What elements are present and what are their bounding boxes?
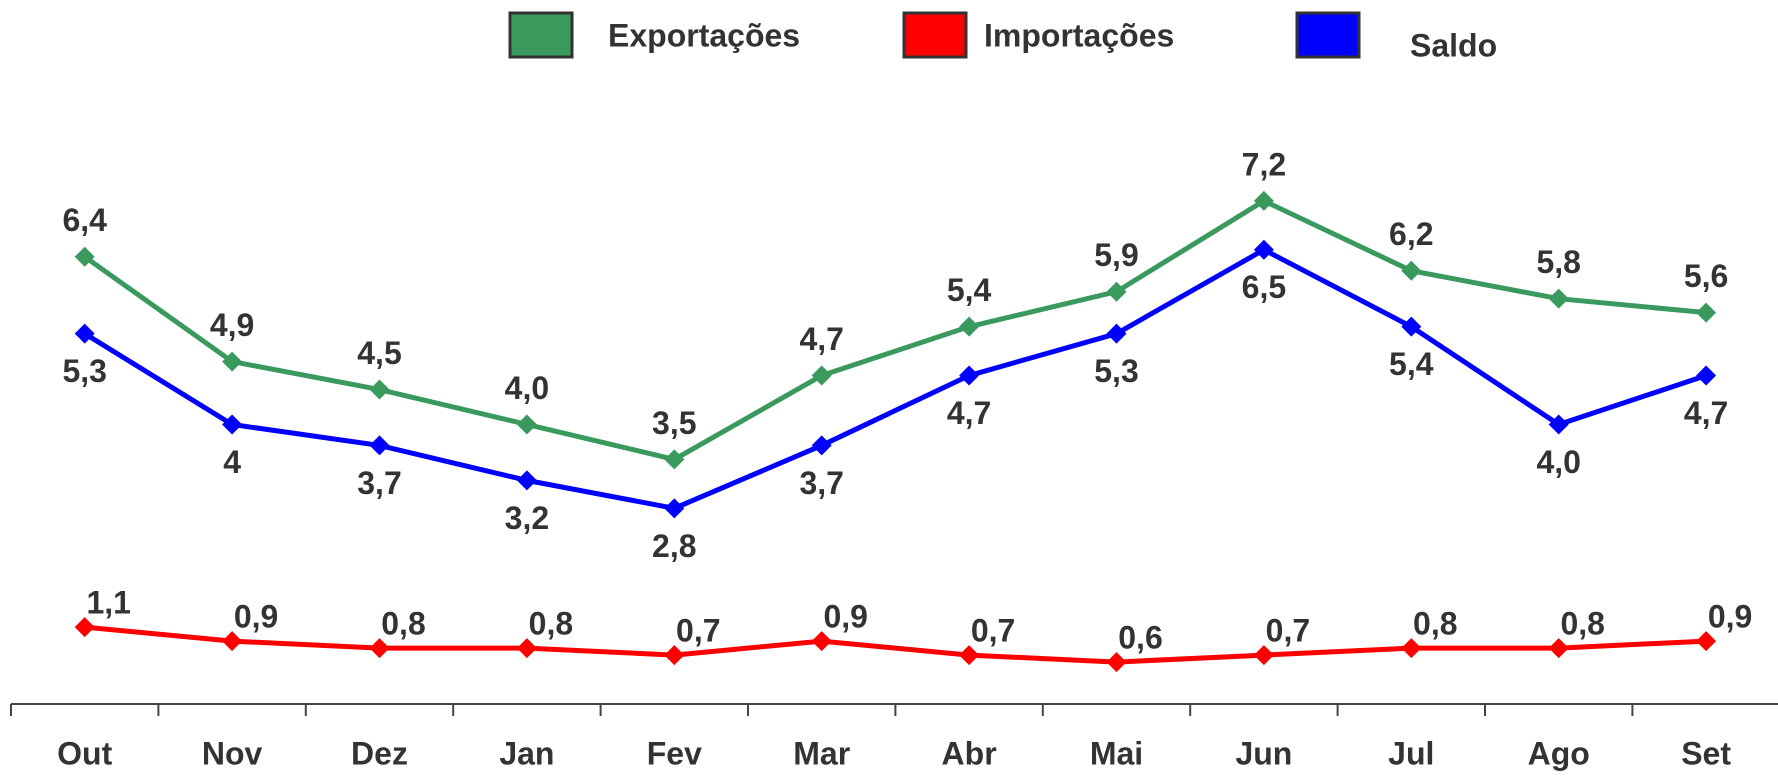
data-label: 0,8 [381, 606, 425, 642]
marker [222, 414, 243, 435]
marker [1253, 190, 1274, 211]
data-label: 4,0 [1536, 444, 1580, 480]
marker [222, 351, 243, 372]
marker [1548, 638, 1569, 659]
marker [1401, 316, 1422, 337]
legend-label: Exportações [608, 17, 800, 53]
data-label: 0,6 [1118, 620, 1162, 656]
data-label: 4 [223, 444, 241, 480]
marker [516, 638, 537, 659]
marker [1106, 652, 1127, 673]
data-label: 1,1 [86, 585, 130, 621]
marker [664, 498, 685, 519]
x-tick-label: Abr [942, 735, 997, 771]
data-label: 0,7 [1266, 613, 1310, 649]
data-label: 0,9 [1708, 599, 1752, 635]
marker [811, 631, 832, 652]
series-line [84, 624, 1707, 665]
legend-swatch [508, 11, 574, 59]
data-label: 5,3 [62, 353, 106, 389]
marker [811, 435, 832, 456]
data-label: 4,7 [799, 321, 843, 357]
data-label: 2,8 [652, 528, 696, 564]
marker [959, 365, 980, 386]
series-line [83, 246, 1707, 511]
marker [811, 365, 832, 386]
data-label: 6,2 [1389, 216, 1433, 252]
data-label: 3,5 [652, 405, 696, 441]
marker [74, 246, 95, 267]
marker [222, 631, 243, 652]
data-label: 6,4 [62, 202, 107, 238]
marker [664, 449, 685, 470]
data-label: 0,9 [234, 599, 278, 635]
data-label: 0,7 [676, 613, 720, 649]
x-tick-label: Jul [1388, 735, 1434, 771]
data-label: 5,4 [947, 272, 992, 308]
marker [959, 316, 980, 337]
data-label: 0,8 [529, 606, 573, 642]
data-label: 4,7 [1684, 395, 1728, 431]
data-label: 0,8 [1413, 606, 1457, 642]
x-tick-label: Jan [499, 735, 554, 771]
x-tick-label: Jun [1235, 735, 1292, 771]
legend-swatch [902, 11, 968, 59]
data-label: 5,4 [1389, 346, 1434, 382]
marker [1696, 631, 1717, 652]
data-label: 3,2 [505, 500, 549, 536]
marker [369, 379, 390, 400]
legend-label: Saldo [1410, 27, 1497, 63]
marker [1253, 645, 1274, 666]
x-tick-label: Mai [1090, 735, 1143, 771]
data-label: 5,9 [1094, 237, 1138, 273]
data-label: 4,0 [505, 370, 549, 406]
data-label: 0,8 [1560, 606, 1604, 642]
x-tick-label: Fev [647, 735, 702, 771]
marker [369, 435, 390, 456]
x-tick-label: Mar [793, 735, 850, 771]
marker [1106, 281, 1127, 302]
series-line [83, 198, 1707, 463]
data-label: 4,9 [210, 307, 254, 343]
marker [369, 638, 390, 659]
marker [1106, 323, 1127, 344]
legend-label: Importações [984, 17, 1174, 53]
x-tick-label: Out [57, 735, 112, 771]
marker [516, 414, 537, 435]
data-label: 7,2 [1242, 146, 1286, 182]
x-tick-label: Dez [351, 735, 408, 771]
data-label: 0,9 [823, 599, 867, 635]
data-label: 5,8 [1536, 244, 1580, 280]
data-label: 0,7 [971, 613, 1015, 649]
data-label: 4,5 [357, 335, 401, 371]
marker [664, 645, 685, 666]
marker [1401, 260, 1422, 281]
data-label: 3,7 [799, 465, 843, 501]
marker [74, 617, 95, 638]
marker [1696, 365, 1717, 386]
marker [1696, 302, 1717, 323]
x-tick-label: Nov [202, 735, 263, 771]
marker [1253, 239, 1274, 260]
x-tick-label: Ago [1528, 735, 1590, 771]
data-label: 4,7 [947, 395, 991, 431]
data-label: 6,5 [1242, 269, 1286, 305]
marker [1401, 638, 1422, 659]
marker [516, 470, 537, 491]
marker [74, 323, 95, 344]
data-label: 5,6 [1684, 258, 1728, 294]
data-label: 5,3 [1094, 353, 1138, 389]
marker [1548, 414, 1569, 435]
marker [959, 645, 980, 666]
marker [1548, 288, 1569, 309]
legend-swatch [1295, 11, 1361, 59]
data-label: 3,7 [357, 465, 401, 501]
x-tick-label: Set [1681, 735, 1731, 771]
